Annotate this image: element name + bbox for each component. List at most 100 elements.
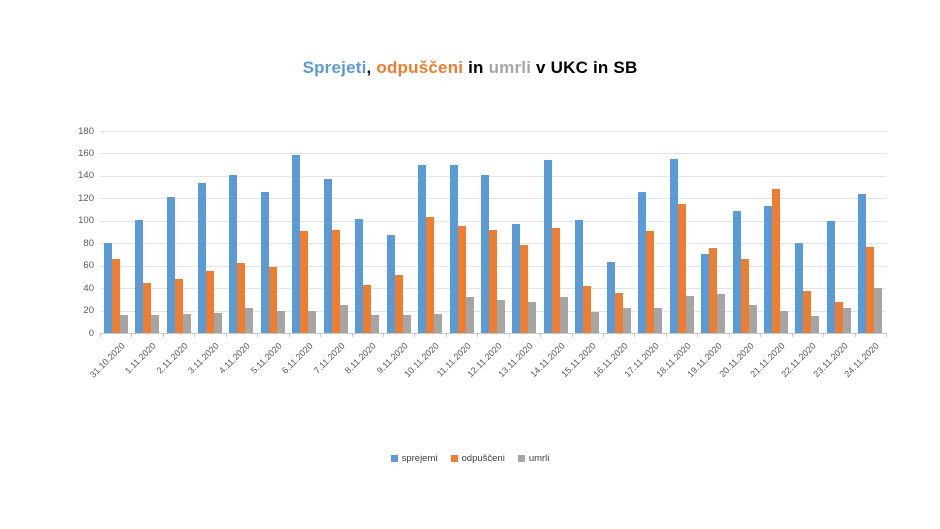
bar-umrli-20.11.2020 xyxy=(748,304,757,333)
bar-umrli-17.11.2020 xyxy=(654,308,663,333)
y-axis-tick-label: 0 xyxy=(88,327,94,339)
x-axis-tick xyxy=(665,333,667,337)
bar-odpuščeni-12.11.2020 xyxy=(489,229,497,333)
bar-odpuščeni-11.11.2020 xyxy=(457,226,466,333)
bar-sprejemi-19.11.2020 xyxy=(701,254,710,333)
bar-sprejemi-23.11.2020 xyxy=(826,220,835,333)
bar-odpuščeni-19.11.2020 xyxy=(709,247,718,333)
x-axis-tick xyxy=(854,333,856,337)
bar-odpuščeni-9.11.2020 xyxy=(394,274,403,333)
x-axis-tick xyxy=(162,333,164,337)
x-axis-tick xyxy=(540,333,542,337)
bar-odpuščeni-16.11.2020 xyxy=(614,292,623,333)
bar-umrli-10.11.2020 xyxy=(434,313,443,333)
x-axis-tick xyxy=(634,333,636,337)
y-axis-tick-label: 160 xyxy=(78,147,94,159)
plot-area xyxy=(100,131,886,334)
bar-sprejemi-1.11.2020 xyxy=(135,219,144,333)
bar-sprejemi-3.11.2020 xyxy=(198,182,207,333)
bar-sprejemi-20.11.2020 xyxy=(732,210,741,333)
chart-title-part: Sprejeti xyxy=(302,58,367,77)
bar-odpuščeni-3.11.2020 xyxy=(206,271,215,333)
bar-odpuščeni-13.11.2020 xyxy=(520,245,529,333)
bar-umrli-24.11.2020 xyxy=(874,288,883,333)
chart-title: Sprejeti, odpuščeni in umrli v UKC in SB xyxy=(0,58,940,78)
bar-odpuščeni-17.11.2020 xyxy=(646,230,655,333)
bar-odpuščeni-4.11.2020 xyxy=(237,263,246,333)
y-axis-tick-label: 180 xyxy=(78,125,94,137)
bar-sprejemi-13.11.2020 xyxy=(512,224,521,333)
x-axis-tick xyxy=(257,333,259,337)
bar-umrli-16.11.2020 xyxy=(622,308,631,333)
bar-odpuščeni-20.11.2020 xyxy=(740,258,749,333)
bar-sprejemi-11.11.2020 xyxy=(449,164,458,333)
bar-umrli-23.11.2020 xyxy=(842,308,851,333)
bar-odpuščeni-15.11.2020 xyxy=(583,285,592,333)
bar-odpuščeni-18.11.2020 xyxy=(677,203,686,333)
x-axis-tick xyxy=(728,333,730,337)
bar-sprejemi-17.11.2020 xyxy=(638,191,647,333)
bar-sprejemi-9.11.2020 xyxy=(386,235,395,333)
chart-title-part: in xyxy=(463,58,489,77)
bar-umrli-18.11.2020 xyxy=(685,295,694,333)
x-axis-tick xyxy=(886,333,887,337)
bar-sprejemi-4.11.2020 xyxy=(229,174,238,333)
bar-sprejemi-5.11.2020 xyxy=(260,191,269,333)
bar-sprejemi-14.11.2020 xyxy=(543,160,552,333)
legend-swatch-icon xyxy=(390,455,398,462)
bar-umrli-11.11.2020 xyxy=(465,297,474,333)
bar-sprejemi-6.11.2020 xyxy=(292,154,301,333)
legend-swatch-icon xyxy=(517,455,525,462)
chart-title-part: , xyxy=(366,58,377,77)
bar-odpuščeni-6.11.2020 xyxy=(300,230,309,333)
x-axis-tick xyxy=(131,333,133,337)
bar-umrli-5.11.2020 xyxy=(276,310,285,333)
bar-odpuščeni-22.11.2020 xyxy=(803,291,812,333)
bar-odpuščeni-23.11.2020 xyxy=(834,301,843,333)
bar-sprejemi-21.11.2020 xyxy=(763,206,772,333)
bar-sprejemi-10.11.2020 xyxy=(418,164,427,333)
gridline xyxy=(100,220,886,222)
x-axis-tick xyxy=(791,333,793,337)
bar-umrli-19.11.2020 xyxy=(717,293,726,333)
bar-umrli-3.11.2020 xyxy=(214,312,223,333)
bar-sprejemi-12.11.2020 xyxy=(481,174,489,333)
x-axis-tick xyxy=(351,333,353,337)
bar-odpuščeni-10.11.2020 xyxy=(426,217,435,333)
bar-umrli-6.11.2020 xyxy=(308,310,317,333)
bar-odpuščeni-5.11.2020 xyxy=(268,266,277,333)
x-axis-tick xyxy=(823,333,825,337)
gridline xyxy=(100,175,886,177)
gridline xyxy=(100,153,886,155)
legend-item-umrli: umrli xyxy=(517,453,549,464)
bar-odpuščeni-2.11.2020 xyxy=(174,279,183,333)
bar-sprejemi-22.11.2020 xyxy=(795,243,804,333)
bar-sprejemi-8.11.2020 xyxy=(355,218,364,333)
x-axis-tick xyxy=(100,333,101,337)
x-axis-line xyxy=(100,333,886,334)
bar-odpuščeni-14.11.2020 xyxy=(551,227,560,333)
y-axis-tick-label: 20 xyxy=(83,305,94,317)
x-axis-tick xyxy=(760,333,762,337)
legend-label: odpuščeni xyxy=(461,453,505,464)
y-axis-tick-label: 40 xyxy=(83,282,94,294)
x-axis-tick xyxy=(697,333,699,337)
bar-umrli-9.11.2020 xyxy=(402,315,411,333)
x-axis-tick xyxy=(603,333,605,337)
x-axis-tick xyxy=(508,333,510,337)
chart-title-part: v UKC in SB xyxy=(531,58,638,77)
x-axis-tick xyxy=(194,333,196,337)
bar-odpuščeni-24.11.2020 xyxy=(866,246,875,333)
bar-odpuščeni-31.10.2020 xyxy=(111,258,120,333)
y-axis-tick-label: 100 xyxy=(78,215,94,227)
bar-sprejemi-31.10.2020 xyxy=(103,243,112,333)
bar-umrli-13.11.2020 xyxy=(528,301,537,333)
x-axis-tick xyxy=(320,333,322,337)
chart-title-part: umrli xyxy=(488,58,532,77)
bar-umrli-8.11.2020 xyxy=(371,315,380,333)
legend-swatch-icon xyxy=(450,455,458,462)
bar-umrli-14.11.2020 xyxy=(559,297,568,333)
bar-umrli-12.11.2020 xyxy=(497,300,505,333)
y-axis-tick-label: 60 xyxy=(83,260,94,272)
